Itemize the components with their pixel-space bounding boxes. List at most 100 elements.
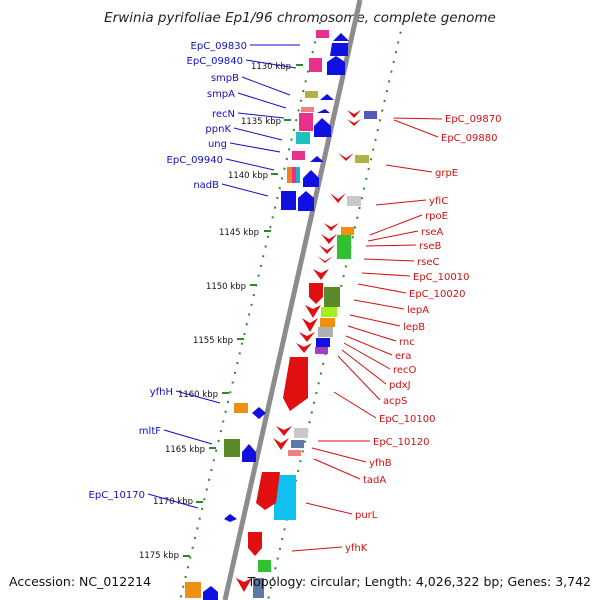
- cds-box: [258, 560, 271, 572]
- cds-box: [299, 113, 313, 131]
- gene-label: rpoE: [425, 211, 448, 222]
- reverse-gene-arrow: [324, 223, 339, 231]
- forward-gene-arrow: [203, 586, 218, 600]
- reverse-arrows: [236, 110, 361, 592]
- gene-label: EpC_10170: [89, 490, 145, 501]
- leader-line: [163, 429, 213, 445]
- gene-label: pdxJ: [389, 380, 411, 391]
- gene-label: rnc: [399, 337, 415, 348]
- leader-line: [363, 258, 415, 262]
- leader-line: [393, 117, 443, 120]
- forward-gene-arrow: [303, 170, 319, 187]
- reverse-gene-arrow: [299, 332, 315, 342]
- gene-label: era: [395, 351, 411, 362]
- kbp-label: 1150 kbp: [206, 282, 246, 292]
- leader-line: [225, 158, 275, 171]
- leader-line: [237, 112, 285, 119]
- reverse-gene-arrow: [305, 305, 321, 318]
- cds-box: [296, 132, 310, 144]
- reverse-cds-boxes: [253, 111, 377, 598]
- gene-label: mltF: [139, 426, 161, 437]
- cds-box: [337, 235, 351, 259]
- cds-box: [301, 107, 314, 112]
- cds-box: [224, 439, 240, 457]
- forward-gene-arrow: [298, 191, 314, 211]
- leader-line: [305, 502, 353, 515]
- leader-line: [393, 119, 439, 138]
- cds-box: [320, 318, 335, 327]
- forward-gene-arrow: [320, 94, 334, 100]
- cds-box: [355, 155, 369, 163]
- gene-label: rseA: [421, 227, 443, 238]
- genome-summary-text: Topology: circular; Length: 4,026,322 bp…: [247, 574, 591, 589]
- cds-box: [305, 91, 318, 98]
- leader-line: [221, 183, 269, 197]
- gene-label: lepA: [407, 305, 429, 316]
- forward-gene-arrow: [242, 444, 256, 462]
- forward-gene-arrow: [252, 407, 266, 419]
- gene-label: lepB: [403, 322, 425, 333]
- gene-label: recO: [393, 365, 417, 376]
- cds-box: [292, 167, 296, 183]
- reverse-gene-arrow: [276, 426, 292, 436]
- gene-label: ung: [208, 139, 227, 150]
- cds-box: [316, 338, 330, 347]
- reverse-gene-arrow: [313, 269, 329, 280]
- forward-dotted-track: [179, 21, 321, 600]
- kbp-label: 1175 kbp: [139, 551, 179, 561]
- gene-label: EpC_10120: [373, 437, 429, 448]
- reverse-gene-arrow: [319, 245, 335, 254]
- cds-box: [287, 167, 292, 183]
- forward-gene-arrow: [310, 156, 324, 162]
- leader-line: [369, 214, 423, 236]
- gene-label: EpC_10020: [409, 289, 465, 300]
- leader-line: [367, 230, 419, 242]
- gene-label: yfhB: [369, 458, 392, 469]
- leader-line: [147, 493, 199, 509]
- leader-line: [175, 390, 221, 404]
- cds-box: [364, 111, 377, 119]
- forward-cds-boxes: [185, 30, 329, 598]
- reverse-gene-arrow: [338, 153, 354, 161]
- reverse-gene-arrow: [283, 357, 308, 411]
- reverse-gene-arrow: [302, 318, 318, 332]
- cds-box: [347, 196, 361, 206]
- gene-label: tadA: [363, 475, 386, 486]
- leader-line: [375, 199, 427, 206]
- reverse-gene-arrow: [273, 438, 289, 450]
- gene-label: EpC_09870: [445, 114, 501, 125]
- gene-label: smpB: [211, 73, 239, 84]
- reverse-gene-arrow: [248, 532, 262, 556]
- leader-line: [313, 458, 361, 480]
- leader-line: [341, 349, 387, 385]
- leader-line: [311, 447, 367, 463]
- kbp-label: 1160 kbp: [178, 390, 218, 400]
- leader-line: [353, 299, 405, 310]
- forward-gene-arrow: [317, 109, 330, 113]
- reverse-gene-arrow: [330, 193, 346, 203]
- kbp-ticks: 1130 kbp 1135 kbp 1140 kbp 1145 kbp 1150…: [139, 62, 303, 561]
- kbp-label: 1155 kbp: [193, 336, 233, 346]
- forward-gene-arrow: [333, 33, 349, 41]
- gene-label: yfhH: [150, 387, 173, 398]
- leader-line: [349, 314, 401, 327]
- gene-label: purL: [355, 510, 378, 521]
- leader-line: [291, 546, 343, 552]
- gene-label: smpA: [207, 89, 235, 100]
- gene-label: yfiC: [429, 196, 448, 207]
- cds-box: [291, 440, 304, 448]
- cds-box: [288, 450, 301, 456]
- reverse-gene-arrow: [256, 472, 280, 510]
- gene-label: EpC_10010: [413, 272, 469, 283]
- gene-label: rseC: [417, 257, 439, 268]
- cds-box: [234, 403, 248, 413]
- leader-line: [345, 335, 393, 356]
- cds-box: [315, 347, 328, 354]
- forward-gene-labels: EpC_09830 EpC_09840 smpB smpA recN ppnK …: [89, 41, 247, 501]
- leader-line: [365, 244, 417, 247]
- gene-label: recN: [212, 109, 235, 120]
- forward-gene-arrow: [224, 514, 237, 522]
- gene-label: grpE: [435, 168, 458, 179]
- reverse-gene-arrow: [236, 578, 252, 592]
